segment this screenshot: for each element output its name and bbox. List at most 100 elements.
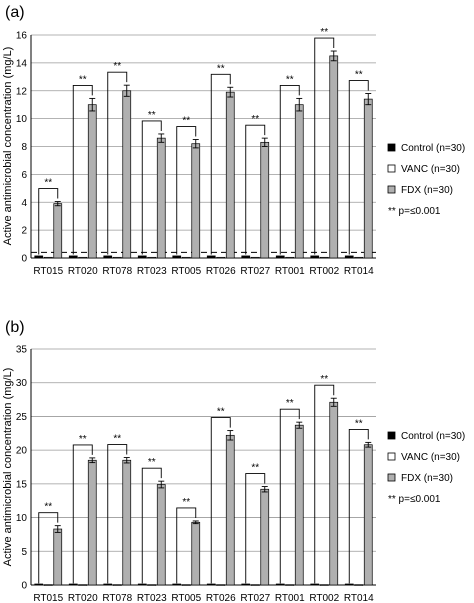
bar-fdx [53, 528, 63, 586]
significance-bracket [245, 124, 266, 255]
bar-control [34, 255, 44, 259]
bar-control [172, 583, 182, 586]
x-tick-label: RT015 [33, 593, 63, 603]
significance-bracket [279, 84, 300, 255]
significance-marker: ** [44, 502, 52, 513]
x-tick-label: RT026 [206, 266, 236, 277]
bar-control [275, 583, 285, 586]
x-tick-label: RT026 [206, 593, 236, 603]
y-tick-label: 2 [21, 226, 27, 237]
legend-entry: Control (n=30) [401, 431, 465, 442]
bar-vanc [250, 256, 260, 259]
significance-marker: ** [44, 178, 52, 189]
panel-a-label: (a) [5, 4, 25, 21]
significance-bracket [245, 473, 266, 584]
x-tick-label: RT015 [33, 266, 63, 277]
significance-bracket [38, 188, 59, 255]
bar-control [172, 255, 182, 259]
bar-vanc [216, 256, 226, 259]
y-tick-label: 10 [16, 513, 28, 524]
bar-vanc [147, 256, 157, 259]
significance-marker: ** [113, 61, 121, 72]
legend-entry: FDX (n=30) [401, 473, 453, 484]
bar-control [137, 583, 147, 586]
x-tick-label: RT023 [137, 266, 167, 277]
x-tick-label: RT020 [68, 266, 98, 277]
legend-note: ** p=≤0.001 [388, 206, 441, 217]
x-tick-label: RT078 [102, 266, 132, 277]
significance-bracket [141, 467, 162, 584]
y-tick-label: 12 [16, 86, 28, 97]
bar-control [137, 255, 147, 259]
significance-marker: ** [148, 457, 156, 468]
x-tick-label: RT005 [171, 593, 201, 603]
y-tick-label: 5 [21, 547, 27, 558]
legend-swatch [387, 473, 396, 482]
y-tick-label: 16 [16, 31, 28, 42]
bar-vanc [112, 584, 122, 586]
significance-marker: ** [320, 374, 328, 385]
significance-marker: ** [79, 434, 87, 445]
y-tick-label: 8 [21, 142, 27, 153]
bar-vanc [250, 584, 260, 586]
bar-vanc [181, 584, 191, 586]
panel-b: (b) 0 5 10 15 20 25 30 35 ** RT015 ** RT020 ** RT078 *… [2, 319, 465, 603]
bar-control [275, 255, 285, 259]
x-tick-label: RT078 [102, 593, 132, 603]
significance-bracket [176, 507, 197, 584]
legend-entry: Control (n=30) [401, 143, 465, 154]
bar-fdx [294, 104, 304, 259]
bar-vanc [354, 256, 364, 259]
significance-bracket [314, 37, 335, 255]
bar-vanc [319, 256, 329, 259]
bar-vanc [319, 584, 329, 586]
bar-vanc [43, 256, 53, 259]
y-tick-label: 20 [16, 446, 28, 457]
significance-marker: ** [286, 74, 294, 85]
bar-vanc [78, 256, 88, 259]
panel-b-label: (b) [5, 319, 25, 336]
x-tick-label: RT001 [275, 593, 305, 603]
bar-fdx [329, 55, 339, 259]
bar-fdx [122, 459, 132, 586]
significance-marker: ** [113, 434, 121, 445]
bar-vanc [285, 584, 295, 586]
significance-bracket [107, 444, 128, 584]
bar-fdx [225, 434, 235, 586]
legend-swatch [387, 431, 396, 440]
significance-marker: ** [251, 114, 259, 125]
bar-fdx [225, 91, 235, 259]
legend-entry: VANC (n=30) [401, 452, 460, 463]
bar-fdx [294, 424, 304, 586]
bar-fdx [363, 444, 373, 586]
significance-marker: ** [286, 398, 294, 409]
bar-vanc [147, 584, 157, 586]
bar-fdx [329, 401, 339, 586]
x-tick-label: RT027 [240, 266, 270, 277]
bar-control [344, 583, 354, 586]
y-tick-label: 0 [21, 254, 27, 265]
bar-control [241, 583, 251, 586]
x-tick-label: RT001 [275, 266, 305, 277]
bar-fdx [191, 143, 201, 259]
legend-swatch [387, 143, 396, 152]
legend-swatch [387, 452, 396, 461]
significance-bracket [38, 512, 59, 584]
x-tick-label: RT014 [344, 593, 374, 603]
x-tick-label: RT005 [171, 266, 201, 277]
x-tick-label: RT002 [309, 593, 339, 603]
y-tick-label: 35 [16, 345, 28, 356]
significance-bracket [210, 417, 231, 584]
y-tick-label: 4 [21, 198, 27, 209]
legend-entry: VANC (n=30) [401, 164, 460, 175]
legend-swatch [387, 185, 396, 194]
panel-a: (a) 0 2 4 6 8 10 12 14 16 ** RT015 ** RT020 ** RT078 **… [2, 4, 465, 277]
legend-entry: FDX (n=30) [401, 185, 453, 196]
y-tick-label: 30 [16, 378, 28, 389]
significance-bracket [210, 73, 231, 255]
x-tick-label: RT020 [68, 593, 98, 603]
significance-bracket [348, 80, 369, 255]
significance-marker: ** [182, 497, 190, 508]
bar-vanc [285, 256, 295, 259]
